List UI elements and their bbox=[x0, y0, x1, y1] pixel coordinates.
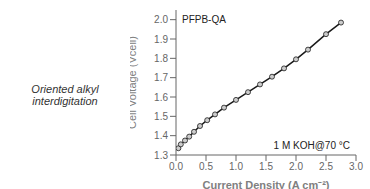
svg-text:2.0: 2.0 bbox=[154, 14, 168, 25]
svg-text:2.0: 2.0 bbox=[289, 161, 303, 172]
svg-text:0.5: 0.5 bbox=[199, 161, 213, 172]
svg-text:1.4: 1.4 bbox=[154, 130, 168, 141]
svg-text:2.5: 2.5 bbox=[319, 161, 333, 172]
svg-text:1.6: 1.6 bbox=[154, 92, 168, 103]
html-text:Oriented alkyl interdigitation: Oriented alkyl interdigitation bbox=[31, 82, 99, 107]
svg-text:1 M KOH@70 °C: 1 M KOH@70 °C bbox=[274, 140, 350, 151]
svg-text:Current Density (A cm⁻²): Current Density (A cm⁻²) bbox=[202, 179, 329, 189]
svg-text:1.3: 1.3 bbox=[154, 150, 168, 161]
svg-text:1.8: 1.8 bbox=[154, 53, 168, 64]
svg-text:1.5: 1.5 bbox=[154, 111, 168, 122]
svg-text:Cell Voltage (Vcell): Cell Voltage (Vcell) bbox=[130, 36, 138, 129]
svg-text:3.0: 3.0 bbox=[349, 161, 362, 172]
svg-text:1.0: 1.0 bbox=[229, 161, 243, 172]
svg-text:1.5: 1.5 bbox=[259, 161, 273, 172]
svg-text:1.7: 1.7 bbox=[154, 72, 168, 83]
svg-text:PFPB-QA: PFPB-QA bbox=[182, 14, 226, 25]
svg-text:1.9: 1.9 bbox=[154, 34, 168, 45]
svg-text:0.0: 0.0 bbox=[169, 161, 183, 172]
